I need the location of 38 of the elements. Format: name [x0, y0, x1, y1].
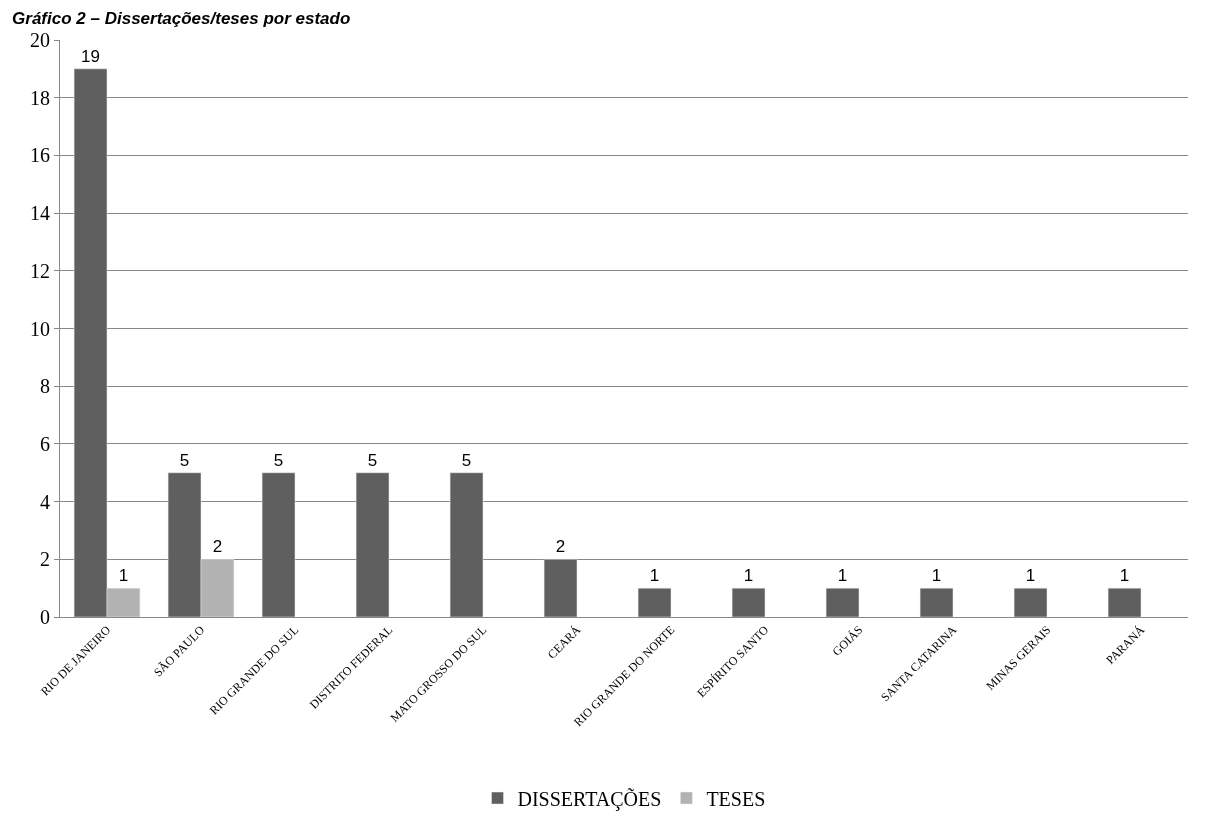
data-label: 1	[1025, 566, 1036, 586]
data-label: 5	[273, 450, 284, 470]
bar	[1107, 587, 1142, 617]
bar	[919, 587, 954, 617]
bar	[261, 472, 296, 617]
y-tick-label: 2	[40, 548, 50, 571]
bar	[355, 472, 390, 617]
data-label: 2	[555, 537, 566, 557]
y-tick-label: 16	[30, 144, 50, 167]
y-tick-label: 0	[40, 606, 50, 628]
data-label: 1	[837, 566, 848, 586]
y-tick-label: 6	[40, 432, 50, 455]
data-label: 1	[1119, 566, 1130, 586]
legend-label: TESES	[706, 787, 766, 810]
data-label: 1	[649, 566, 660, 586]
data-label: 5	[367, 450, 378, 470]
y-tick-label: 18	[30, 86, 50, 109]
data-label: 19	[81, 46, 101, 66]
bar	[543, 559, 578, 617]
data-label: 1	[931, 566, 942, 586]
data-label: 1	[118, 566, 129, 586]
bar	[1013, 587, 1048, 617]
bar	[449, 472, 484, 617]
data-label: 1	[743, 566, 754, 586]
y-tick-label: 12	[30, 259, 50, 282]
data-label: 5	[179, 450, 190, 470]
data-label: 5	[461, 450, 472, 470]
y-tick-label: 8	[40, 375, 50, 398]
bar	[637, 587, 672, 617]
y-tick-label: 10	[30, 317, 50, 340]
y-tick-label: 14	[30, 202, 50, 225]
y-tick-label: 20	[30, 29, 50, 51]
chart-title: Gráfico 2 – Dissertações/teses por estado	[12, 9, 351, 29]
bar	[825, 587, 860, 617]
legend-label: DISSERTAÇÕES	[517, 786, 662, 811]
bar	[731, 587, 766, 617]
data-label: 2	[212, 537, 223, 557]
y-tick-label: 4	[40, 490, 50, 513]
